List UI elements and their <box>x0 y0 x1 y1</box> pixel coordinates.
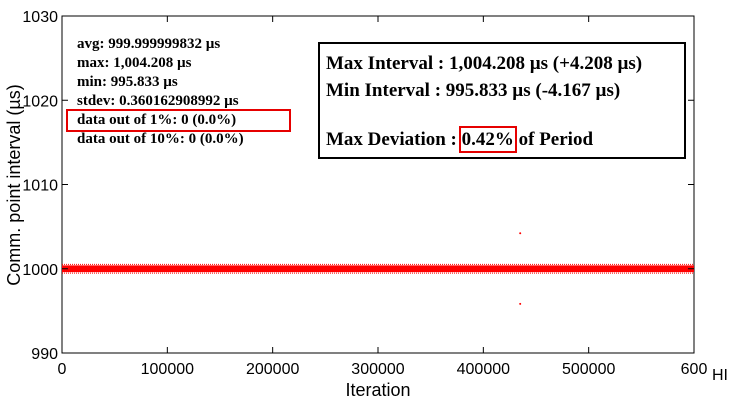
x-tick-label: 200000 <box>246 361 299 378</box>
stat-min: min: 995.833 µs <box>77 74 178 90</box>
max-deviation-value: 0.42% <box>458 126 517 153</box>
x-tick-label: 100000 <box>141 361 194 378</box>
summary-gap <box>326 104 684 126</box>
data-band <box>62 265 694 273</box>
y-tick-label: 1010 <box>22 178 58 195</box>
data-point <box>519 302 522 305</box>
y-tick-label: 1030 <box>22 9 58 26</box>
summary-box: Max Interval : 1,004.208 µs (+4.208 µs) … <box>318 42 686 159</box>
stat-avg: avg: 999.999999832 µs <box>77 36 221 52</box>
x-tick-label: 500000 <box>562 361 615 378</box>
stat-out-1pct: data out of 1%: 0 (0.0%) <box>66 109 291 132</box>
ticks-layer: 0 100000 200000 300000 400000 500000 600 990 100… <box>22 9 707 378</box>
y-tick-label: 1000 <box>22 262 58 279</box>
x-tick-label: 400000 <box>457 361 510 378</box>
y-axis-label: Comm. point interval (µs) <box>4 84 24 285</box>
x-axis-label: Iteration <box>345 380 410 400</box>
stat-out-10pct: data out of 10%: 0 (0.0%) <box>77 131 244 147</box>
y-tick-label: 1020 <box>22 93 58 110</box>
data-point <box>519 232 522 235</box>
data-layer <box>62 232 694 305</box>
stat-stdev: stdev: 0.360162908992 µs <box>77 93 239 109</box>
x-tick-label: 300000 <box>351 361 404 378</box>
x-tick-label: 600 <box>681 361 708 378</box>
max-deviation-label: Max Deviation : <box>326 129 462 150</box>
max-deviation-suffix: of Period <box>513 129 594 150</box>
max-interval-text: Max Interval : 1,004.208 µs (+4.208 µs) <box>326 53 643 74</box>
x-tick-label: 0 <box>58 361 67 378</box>
max-deviation-line: Max Deviation : 0.42% of Period <box>326 126 684 153</box>
y-tick-label: 990 <box>31 346 58 363</box>
stats-block: avg: 999.999999832 µs max: 1,004.208 µs … <box>66 35 291 149</box>
corner-text: HI <box>712 367 728 384</box>
min-interval-text: Min Interval : 995.833 µs (-4.167 µs) <box>326 80 621 101</box>
stat-max: max: 1,004.208 µs <box>77 55 192 71</box>
